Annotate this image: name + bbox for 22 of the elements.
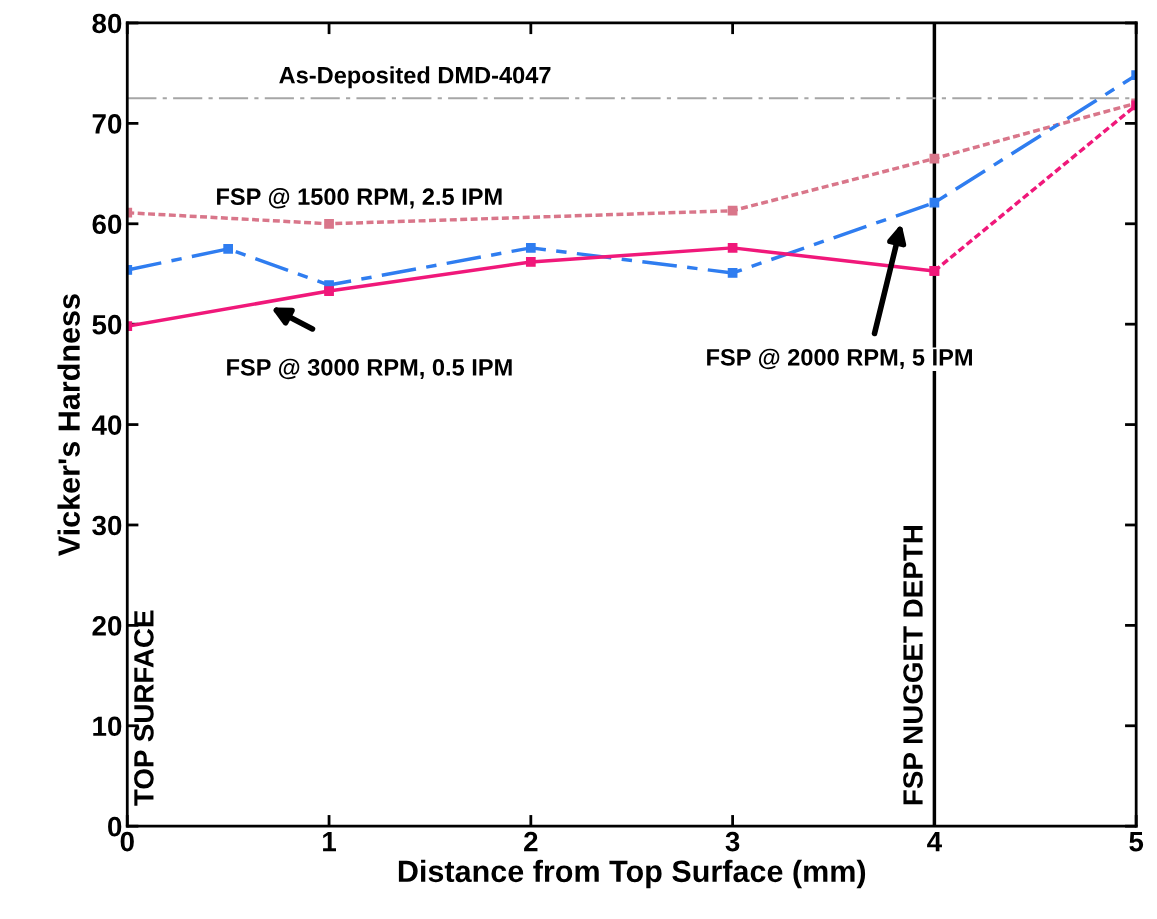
ref-line-label: As-Deposited DMD-4047 — [279, 66, 551, 89]
y-axis-title: Vicker's Hardness — [57, 294, 80, 556]
x-tick-label: 2 — [524, 831, 538, 852]
y-tick-label: 80 — [92, 13, 122, 34]
ref-line-label: FSP NUGGET DEPTH — [903, 526, 923, 805]
y-tick-label: 40 — [91, 415, 122, 435]
y-tick-label: 70 — [92, 114, 122, 134]
x-tick-label: 4 — [927, 832, 942, 852]
y-tick-label: 30 — [92, 515, 122, 536]
text: FSP @ 3000 RPM, 0.5 IPM — [227, 358, 512, 380]
series-label: FSP @ 1500 RPM, 2.5 IPM — [217, 188, 502, 209]
y-tick-label: 60 — [92, 214, 122, 235]
y-tick-label: 10 — [93, 716, 122, 737]
y-tick-label: 0 — [108, 816, 122, 837]
y-tick-label: 50 — [92, 314, 122, 335]
annotation: TOP SURFACE — [134, 610, 154, 806]
y-tick-label: 20 — [92, 616, 122, 636]
x-tick-label: 3 — [725, 831, 740, 852]
text: FSP @ 2000 RPM, 5 IPM — [707, 348, 972, 370]
x-tick-label: 5 — [1129, 832, 1144, 852]
x-axis-title: Distance from Top Surface (mm) — [398, 859, 866, 889]
x-tick-label: 1 — [323, 832, 336, 852]
